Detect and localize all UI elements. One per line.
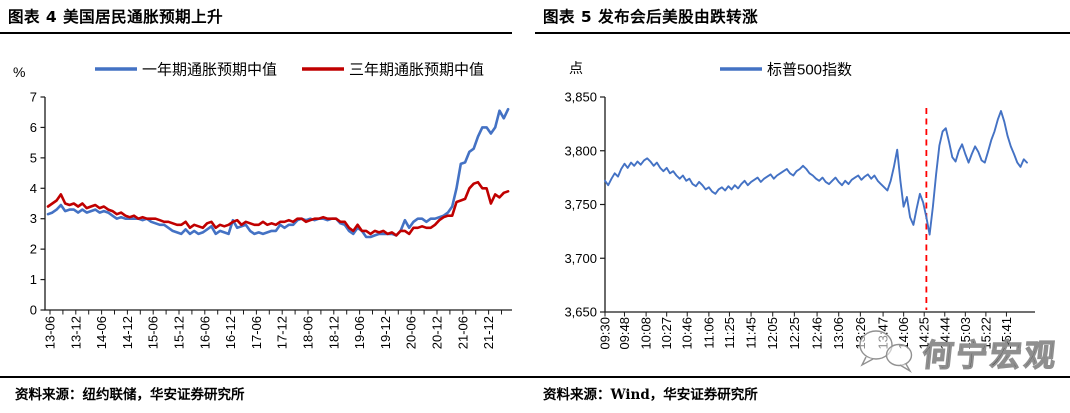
x-tick-label: 10:27 <box>659 317 674 350</box>
x-tick-label: 09:30 <box>598 317 613 350</box>
figure-5-source: 资料来源：Wind，华安证券研究所 <box>543 387 758 403</box>
x-tick-label: 15-06 <box>146 316 161 349</box>
y-tick-label: 5 <box>30 150 37 165</box>
x-tick-label: 15:22 <box>978 317 993 350</box>
x-tick-label: 13:47 <box>876 317 891 350</box>
x-tick-label: 19-12 <box>378 316 393 349</box>
x-tick-label: 14-06 <box>94 316 109 349</box>
x-tick-label: 11:06 <box>701 317 716 349</box>
x-tick-label: 21-06 <box>455 316 470 349</box>
sp500-line <box>604 110 1028 236</box>
x-tick-label: 14:44 <box>937 317 952 350</box>
x-tick-label: 15:41 <box>999 317 1014 350</box>
x-tick-label: 14-12 <box>120 316 135 349</box>
x-tick-label: 13-12 <box>68 316 83 349</box>
one-year-expectation-line <box>46 107 510 239</box>
y-tick-label: 3,800 <box>564 143 597 158</box>
x-tick-label: 12:05 <box>765 317 780 350</box>
x-tick-label: 10:08 <box>639 317 654 350</box>
x-tick-label: 13-06 <box>43 316 58 349</box>
axes <box>44 97 512 311</box>
y-tick-label: 4 <box>30 181 37 196</box>
x-tick-label: 20-12 <box>430 316 445 349</box>
figure-5-title: 图表 5 发布会后美股由跌转涨 <box>543 8 759 26</box>
y-axis-unit: % <box>13 64 25 80</box>
x-tick-label: 12:46 <box>810 317 825 350</box>
y-tick-label: 1 <box>30 272 37 287</box>
x-tick-label: 15-12 <box>172 316 187 349</box>
y-axis-unit: 点 <box>569 60 583 76</box>
y-tick-label: 3,650 <box>564 305 597 320</box>
x-tick-label: 13:06 <box>831 317 846 350</box>
y-tick-label: 6 <box>30 120 37 135</box>
x-tick-label: 18-06 <box>301 316 316 349</box>
figure-5-title-rule <box>535 32 1070 34</box>
y-tick-label: 3,750 <box>564 197 597 212</box>
x-tick-label: 16-12 <box>223 316 238 349</box>
y-tick-label: 3,850 <box>564 90 597 105</box>
figure-4-source: 资料来源：纽约联储，华安证券研究所 <box>15 387 245 403</box>
x-tick-label: 16-06 <box>197 316 212 349</box>
x-tick-label: 19-06 <box>352 316 367 349</box>
footer-rule <box>0 376 1070 378</box>
legend-item-label: 三年期通胀预期中值 <box>349 62 484 79</box>
legend-item-label: 标普500指数 <box>767 62 852 79</box>
y-tick-label: 0 <box>30 303 37 318</box>
x-tick-label: 10:46 <box>680 317 695 350</box>
y-tick-label: 2 <box>30 242 37 257</box>
x-tick-label: 09:48 <box>617 317 632 350</box>
x-tick-label: 15:03 <box>958 317 973 350</box>
x-tick-label: 18-12 <box>326 316 341 349</box>
x-tick-label: 17-12 <box>275 316 290 349</box>
x-tick-label: 14:25 <box>917 317 932 350</box>
y-tick-label: 3,700 <box>564 251 597 266</box>
figure-4-title-rule <box>0 32 512 34</box>
figure-4-title: 图表 4 美国居民通胀预期上升 <box>8 8 224 26</box>
x-tick-label: 14:06 <box>896 317 911 350</box>
three-year-expectation-line <box>46 180 510 237</box>
x-tick-label: 11:25 <box>722 317 737 349</box>
x-tick-label: 20-06 <box>404 316 419 349</box>
x-tick-label: 12:25 <box>787 317 802 350</box>
y-tick-label: 3 <box>30 211 37 226</box>
x-tick-label: 21-12 <box>481 316 496 349</box>
axes <box>604 97 1035 313</box>
x-tick-label: 11:45 <box>744 317 759 349</box>
y-tick-label: 7 <box>30 90 37 105</box>
x-tick-label: 17-06 <box>249 316 264 349</box>
x-tick-label: 13:26 <box>853 317 868 350</box>
sp500-intraday-chart: 点 标普500指数 3,650 3,700 3,750 3,800 3,850 09:30 09… <box>564 60 1035 350</box>
inflation-expectations-chart: % 一年期通胀预期中值 三年期通胀预期中值 0 1 2 3 4 5 6 7 13-06 13-12 14-… <box>13 62 512 349</box>
legend-item-label: 一年期通胀预期中值 <box>142 62 277 79</box>
